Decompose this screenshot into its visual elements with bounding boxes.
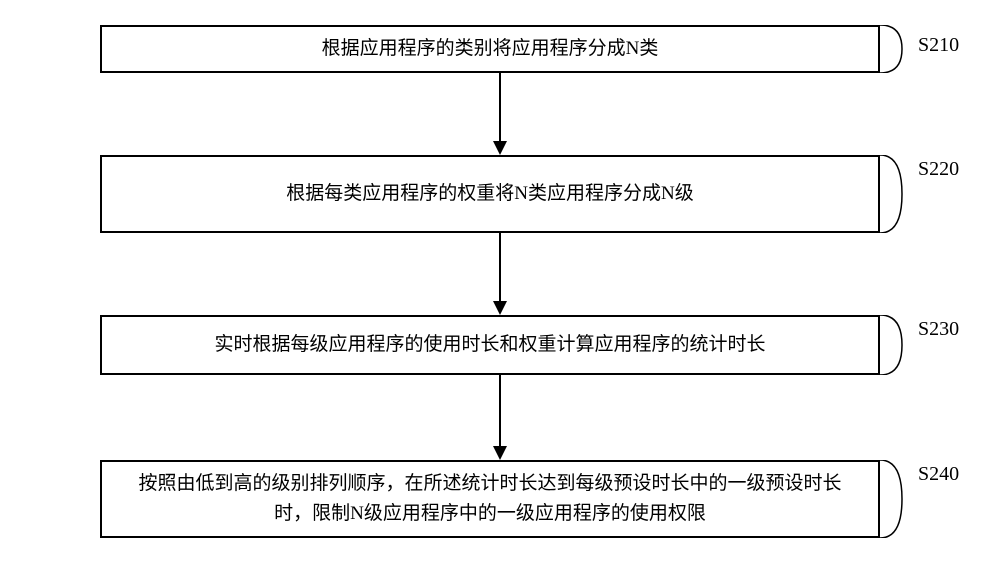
flow-step-text: 按照由低到高的级别排列顺序，在所述统计时长达到每级预设时长中的一级预设时长时，限…: [122, 469, 858, 530]
flow-arrow: [490, 375, 510, 460]
flow-step-label: S230: [918, 318, 959, 341]
label-connector-curve: [880, 460, 920, 538]
flow-step-text: 根据每类应用程序的权重将N类应用程序分成N级: [286, 179, 693, 209]
label-connector-curve: [880, 155, 920, 233]
flow-arrow: [490, 73, 510, 155]
flow-step-label: S210: [918, 34, 959, 57]
flow-step-label: S220: [918, 158, 959, 181]
label-connector-curve: [880, 315, 920, 375]
flow-step-label: S240: [918, 463, 959, 486]
flow-step-box: 根据每类应用程序的权重将N类应用程序分成N级: [100, 155, 880, 233]
flow-step-box: 实时根据每级应用程序的使用时长和权重计算应用程序的统计时长: [100, 315, 880, 375]
label-connector-curve: [880, 25, 920, 73]
flow-step-text: 实时根据每级应用程序的使用时长和权重计算应用程序的统计时长: [214, 330, 765, 360]
flow-step-box: 按照由低到高的级别排列顺序，在所述统计时长达到每级预设时长中的一级预设时长时，限…: [100, 460, 880, 538]
flowchart-container: 根据应用程序的类别将应用程序分成N类 S210 根据每类应用程序的权重将N类应用…: [0, 0, 1000, 568]
flow-arrow: [490, 233, 510, 315]
flow-step-box: 根据应用程序的类别将应用程序分成N类: [100, 25, 880, 73]
flow-step-text: 根据应用程序的类别将应用程序分成N类: [322, 34, 659, 64]
